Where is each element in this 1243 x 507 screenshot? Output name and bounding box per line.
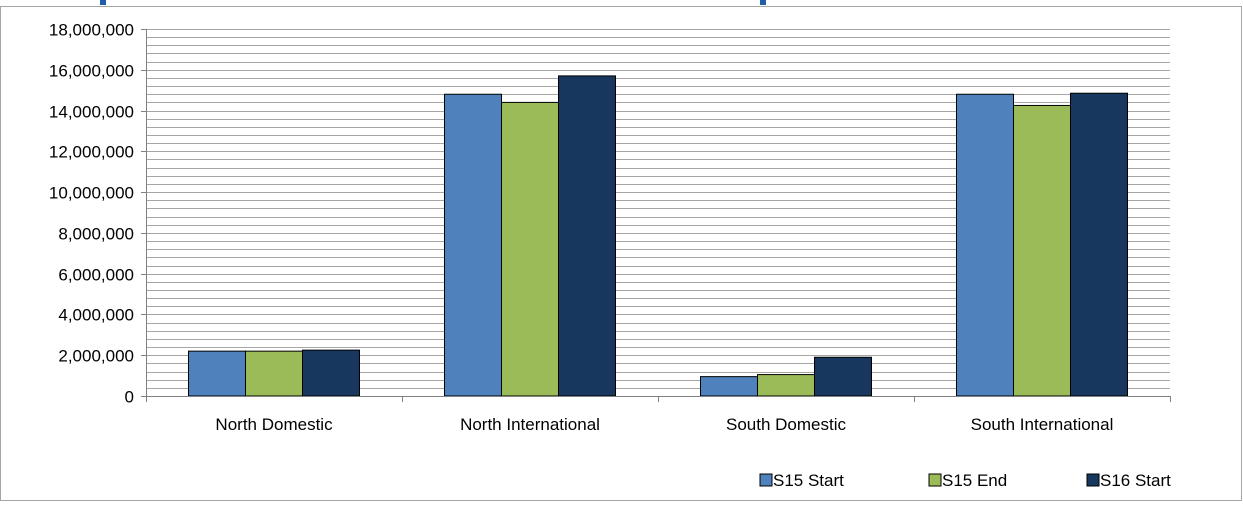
y-axis-tick-labels: 0 2,000,000 4,000,000 6,000,000 8,000,000 10,… <box>49 21 146 407</box>
y-tick-label: 18,000,000 <box>49 21 134 40</box>
legend-label: S15 Start <box>773 471 844 490</box>
y-tick-label: 10,000,000 <box>49 184 134 203</box>
bars <box>188 75 1128 397</box>
axes <box>146 29 1171 402</box>
legend-swatch <box>759 473 773 487</box>
legend: S15 Start S15 End S16 Start <box>759 471 1171 490</box>
y-tick-label: 6,000,000 <box>58 266 134 285</box>
x-tick-label: South International <box>971 415 1114 434</box>
bar <box>188 350 246 397</box>
x-tick-label: South Domestic <box>726 415 846 434</box>
x-axis-tick-labels: North Domestic North International South D… <box>215 415 1113 434</box>
legend-label: S16 Start <box>1100 471 1171 490</box>
legend-label: S15 End <box>942 471 1007 490</box>
y-tick-label: 0 <box>125 388 134 407</box>
bar <box>558 75 616 397</box>
y-tick-label: 4,000,000 <box>58 306 134 325</box>
title-fragment-right <box>760 0 766 5</box>
legend-swatch <box>1086 473 1100 487</box>
bar <box>814 356 872 397</box>
x-tick-label: North International <box>460 415 600 434</box>
bar <box>444 93 502 397</box>
y-tick-label: 12,000,000 <box>49 143 134 162</box>
bar <box>757 374 815 397</box>
title-fragment-left <box>100 0 106 5</box>
bar <box>245 350 303 397</box>
bar <box>700 376 758 397</box>
chart-border <box>0 6 1242 501</box>
legend-swatch <box>928 473 942 487</box>
bar <box>956 93 1014 397</box>
x-tick-label: North Domestic <box>215 415 333 434</box>
bar <box>1070 92 1128 397</box>
y-tick-label: 2,000,000 <box>58 347 134 366</box>
y-tick-label: 16,000,000 <box>49 62 134 81</box>
y-tick-label: 14,000,000 <box>49 103 134 122</box>
bar <box>1013 104 1071 397</box>
y-tick-label: 8,000,000 <box>58 225 134 244</box>
bar <box>302 349 360 397</box>
bar <box>501 101 559 397</box>
